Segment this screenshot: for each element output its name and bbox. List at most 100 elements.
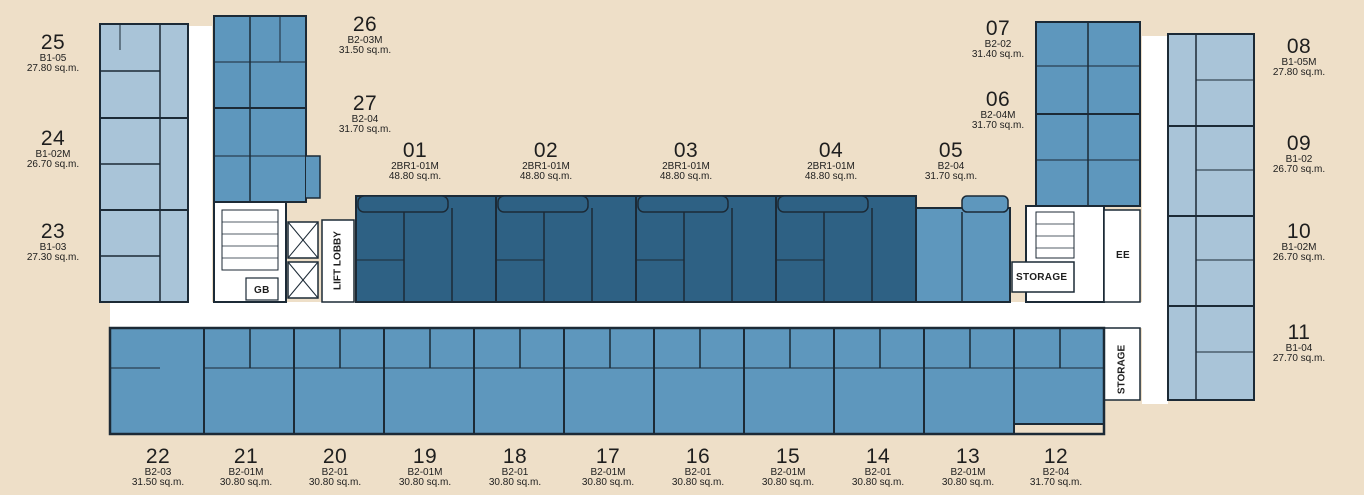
unit-number: 12 — [1043, 445, 1069, 468]
unit-type: B2-01M — [770, 467, 806, 478]
unit-area: 26.70 sq.m. — [26, 159, 80, 170]
ee-label: EE — [1116, 250, 1130, 261]
unit-number: 14 — [865, 445, 891, 468]
unit-block-03 — [635, 195, 777, 303]
unit-label-14: 14 B2-01 30.80 sq.m. — [833, 446, 923, 488]
unit-block-14 — [833, 327, 925, 435]
unit-number: 06 — [985, 88, 1011, 111]
unit-area: 30.80 sq.m. — [308, 477, 362, 488]
unit-block-13 — [923, 327, 1015, 435]
unit-label-19: 19 B2-01M 30.80 sq.m. — [380, 446, 470, 488]
unit-area: 48.80 sq.m. — [659, 171, 713, 182]
unit-block-25 — [99, 23, 189, 119]
unit-number: 03 — [673, 139, 699, 162]
unit-label-08: 08 B1-05M 27.80 sq.m. — [1254, 36, 1344, 78]
unit-area: 31.70 sq.m. — [924, 171, 978, 182]
storage-top-label: STORAGE — [1016, 272, 1068, 283]
unit-type: B1-02M — [35, 149, 71, 160]
stair-core-right — [1011, 205, 1141, 303]
unit-type: B2-03M — [347, 35, 383, 46]
unit-type: B1-02M — [1281, 242, 1317, 253]
unit-block-24 — [99, 117, 189, 211]
unit-area: 31.40 sq.m. — [971, 49, 1025, 60]
right-corridor — [1142, 36, 1168, 404]
unit-number: 21 — [233, 445, 259, 468]
unit-area: 26.70 sq.m. — [1272, 164, 1326, 175]
unit-label-04: 04 2BR1-01M 48.80 sq.m. — [786, 140, 876, 182]
unit-label-16: 16 B2-01 30.80 sq.m. — [653, 446, 743, 488]
unit-area: 31.50 sq.m. — [131, 477, 185, 488]
unit-number: 20 — [322, 445, 348, 468]
unit-area: 30.80 sq.m. — [219, 477, 273, 488]
unit-number: 27 — [352, 92, 378, 115]
unit-area: 30.80 sq.m. — [581, 477, 635, 488]
unit-number: 19 — [412, 445, 438, 468]
unit-label-21: 21 B2-01M 30.80 sq.m. — [201, 446, 291, 488]
unit-label-11: 11 B1-04 27.70 sq.m. — [1254, 322, 1344, 364]
unit-block-12 — [1013, 327, 1105, 425]
unit-block-16 — [653, 327, 745, 435]
lift-lobby-label: LIFT LOBBY — [332, 231, 344, 290]
unit-type: B1-02 — [1285, 154, 1313, 165]
unit-area: 31.70 sq.m. — [338, 124, 392, 135]
unit-type: B2-01 — [864, 467, 892, 478]
unit-block-04 — [775, 195, 917, 303]
unit-type: B2-01 — [321, 467, 349, 478]
unit-number: 10 — [1286, 220, 1312, 243]
unit-label-05: 05 B2-04 31.70 sq.m. — [906, 140, 996, 182]
unit-type: B2-01M — [228, 467, 264, 478]
unit-label-06: 06 B2-04M 31.70 sq.m. — [953, 89, 1043, 131]
unit-label-26: 26 B2-03M 31.50 sq.m. — [320, 14, 410, 56]
unit-area: 48.80 sq.m. — [388, 171, 442, 182]
unit-area: 30.80 sq.m. — [671, 477, 725, 488]
unit-area: 27.70 sq.m. — [1272, 353, 1326, 364]
unit-area: 48.80 sq.m. — [519, 171, 573, 182]
unit-block-22 — [109, 327, 205, 435]
unit-type: B2-04 — [1042, 467, 1070, 478]
unit-area: 30.80 sq.m. — [851, 477, 905, 488]
unit-area: 27.80 sq.m. — [1272, 67, 1326, 78]
unit-area: 48.80 sq.m. — [804, 171, 858, 182]
unit-number: 24 — [40, 127, 66, 150]
unit-type: B2-01M — [407, 467, 443, 478]
unit-type: B2-01M — [590, 467, 626, 478]
unit-number: 13 — [955, 445, 981, 468]
unit-type: B2-02 — [984, 39, 1012, 50]
unit-label-20: 20 B2-01 30.80 sq.m. — [290, 446, 380, 488]
unit-number: 07 — [985, 17, 1011, 40]
unit-type: B1-05 — [39, 53, 67, 64]
unit-block-01 — [355, 195, 497, 303]
unit-block-20 — [293, 327, 385, 435]
unit-number: 22 — [145, 445, 171, 468]
unit-label-18: 18 B2-01 30.80 sq.m. — [470, 446, 560, 488]
unit-type: B2-04 — [351, 114, 379, 125]
unit-type: 2BR1-01M — [662, 161, 710, 172]
unit-block-19 — [383, 327, 475, 435]
unit-area: 27.30 sq.m. — [26, 252, 80, 263]
unit-number: 01 — [402, 139, 428, 162]
unit-area: 26.70 sq.m. — [1272, 252, 1326, 263]
unit-number: 16 — [685, 445, 711, 468]
unit-area: 27.80 sq.m. — [26, 63, 80, 74]
stair-core-left — [213, 201, 355, 303]
unit-type: B2-04 — [937, 161, 965, 172]
unit-area: 30.80 sq.m. — [941, 477, 995, 488]
unit-label-27: 27 B2-04 31.70 sq.m. — [320, 93, 410, 135]
unit-label-15: 15 B2-01M 30.80 sq.m. — [743, 446, 833, 488]
unit-block-09 — [1167, 125, 1255, 217]
unit-number: 04 — [818, 139, 844, 162]
unit-area: 30.80 sq.m. — [761, 477, 815, 488]
gb-label: GB — [254, 285, 270, 296]
unit-type: B2-04M — [980, 110, 1016, 121]
storage-bottom-label: STORAGE — [1116, 344, 1128, 395]
unit-number: 15 — [775, 445, 801, 468]
unit-block-21 — [203, 327, 295, 435]
unit-number: 11 — [1287, 321, 1311, 344]
unit-label-12: 12 B2-04 31.70 sq.m. — [1011, 446, 1101, 488]
unit-type: B2-01 — [501, 467, 529, 478]
unit-number: 25 — [40, 31, 66, 54]
unit-number: 02 — [533, 139, 559, 162]
left-corridor — [188, 26, 212, 316]
unit-block-23 — [99, 209, 189, 303]
outer-wall-bottom — [108, 326, 1106, 436]
